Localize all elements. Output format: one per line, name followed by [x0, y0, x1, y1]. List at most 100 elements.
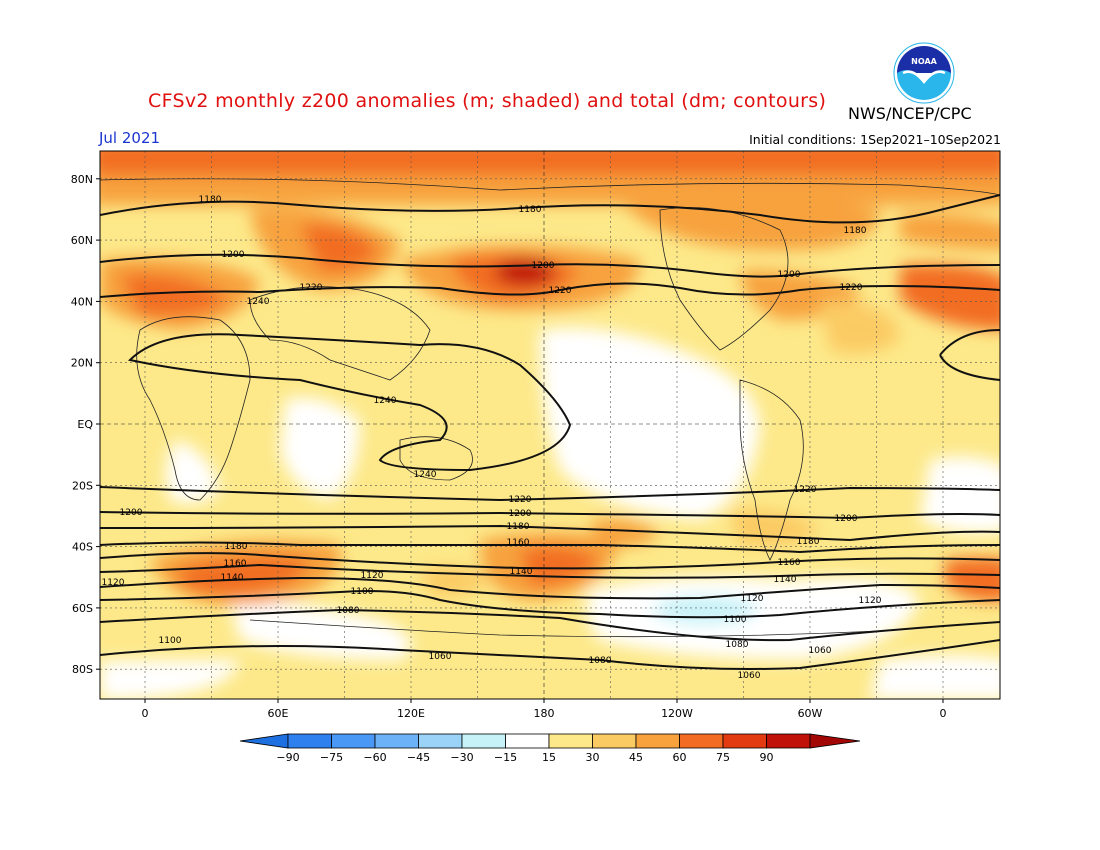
contour-line [100, 194, 1000, 224]
contour-line [939, 329, 1000, 381]
contour-line [100, 639, 1000, 670]
colorbar-arrow-right [809, 733, 861, 749]
colorbar-tick: −90 [276, 751, 299, 764]
contour-line [100, 253, 1000, 278]
colorbar-tick: 75 [716, 751, 730, 764]
colorbar-tick: 60 [673, 751, 687, 764]
contour-label: 1080 [337, 606, 360, 616]
contour-line [100, 282, 1000, 298]
contour-label: 1240 [247, 297, 270, 307]
noaa-logo-icon: NOAA [893, 42, 955, 104]
initial-conditions: Initial conditions: 1Sep2021–10Sep2021 [749, 132, 1001, 147]
contour-label: 1060 [738, 671, 761, 681]
lon-label: 60W [798, 707, 823, 720]
contour-label: 1140 [510, 567, 533, 577]
contour-line [100, 563, 1000, 579]
colorbar-segment [418, 733, 463, 749]
lat-label: 40S [72, 541, 93, 554]
contour-label: 1160 [507, 538, 530, 548]
contour-label: 1200 [120, 508, 143, 518]
lon-label: 0 [940, 707, 947, 720]
lon-label: 60E [268, 707, 289, 720]
height-contours [100, 194, 1000, 670]
colorbar-segment [722, 733, 767, 749]
contour-label: 1140 [774, 575, 797, 585]
contour-label: 1220 [549, 286, 572, 296]
contour-label: 1120 [741, 594, 764, 604]
contour-line [100, 486, 1000, 502]
contour-line [100, 511, 1000, 520]
contour-label: 1080 [589, 656, 612, 666]
contour-label: 1240 [374, 396, 397, 406]
colorbar-segment [374, 733, 419, 749]
colorbar-segment [766, 733, 811, 749]
lat-label: 20S [72, 479, 93, 492]
colorbar-segment [505, 733, 550, 749]
contour-label: 1120 [859, 596, 882, 606]
contour-line [100, 524, 1000, 542]
axis-labels: 80N 60N 40N 20N EQ 20S 40S 60S 80S 0 60E 120E 180 120… [71, 173, 947, 720]
lat-label: 40N [71, 295, 93, 308]
contour-label: 1180 [797, 537, 820, 547]
contour-label: 1080 [726, 640, 749, 650]
contour-label: 1220 [840, 283, 863, 293]
contour-line [127, 333, 572, 472]
colorbar-segment [287, 733, 332, 749]
contour-label: 1180 [225, 542, 248, 552]
contour-label: 1200 [835, 514, 858, 524]
contour-label: 1180 [199, 195, 222, 205]
colorbar-tick: −30 [450, 751, 473, 764]
lat-label: 80S [72, 663, 93, 676]
lat-label: 20N [71, 357, 93, 370]
contour-label: 1200 [532, 261, 555, 271]
lat-label: 60N [71, 234, 93, 247]
colorbar-segment [331, 733, 376, 749]
contour-labels: 1180 1180 1180 1200 1200 1200 1220 1220 1220 1240… [102, 195, 882, 681]
contour-label: 1180 [844, 226, 867, 236]
contour-label: 1160 [224, 559, 247, 569]
contour-line [100, 552, 1000, 570]
colorbar-tick: 15 [542, 751, 556, 764]
contour-label: 1120 [102, 578, 125, 588]
contour-line [100, 608, 1000, 642]
agency-label: NWS/NCEP/CPC [848, 104, 972, 123]
colorbar-segment [635, 733, 680, 749]
contour-line [100, 576, 1000, 600]
contour-line [100, 541, 1000, 554]
colorbar-tick: 45 [629, 751, 643, 764]
colorbar-tick: −60 [363, 751, 386, 764]
lat-label: 60S [72, 602, 93, 615]
lon-label: 180 [534, 707, 555, 720]
contour-label: 1220 [509, 495, 532, 505]
colorbar: −90 −75 −60 −45 −30 −15 15 30 45 60 75 90 [239, 733, 861, 764]
contour-label: 1180 [519, 205, 542, 215]
colorbar-segment [461, 733, 506, 749]
contour-label: 1200 [509, 509, 532, 519]
contour-label: 1100 [724, 615, 747, 625]
colorbar-segment [592, 733, 637, 749]
contour-label: 1200 [222, 250, 245, 260]
forecast-month: Jul 2021 [99, 129, 161, 147]
coastlines [100, 178, 1000, 638]
contour-label: 1220 [794, 485, 817, 495]
contour-line [100, 590, 1000, 619]
contour-label: 1100 [159, 636, 182, 646]
map-title: CFSv2 monthly z200 anomalies (m; shaded)… [148, 90, 827, 112]
contour-label: 1100 [351, 587, 374, 597]
lat-label: 80N [71, 173, 93, 186]
logo-text: NOAA [911, 57, 937, 66]
colorbar-tick: −45 [407, 751, 430, 764]
contour-label: 1060 [429, 652, 452, 662]
colorbar-segment [548, 733, 593, 749]
map-frame [99, 150, 1001, 700]
contour-label: 1180 [507, 522, 530, 532]
colorbar-tick: −15 [494, 751, 517, 764]
contour-label: 1060 [809, 646, 832, 656]
contour-label: 1160 [778, 558, 801, 568]
contour-label: 1120 [361, 571, 384, 581]
lat-label: EQ [77, 418, 93, 431]
colorbar-tick: 30 [586, 751, 600, 764]
contour-label: 1240 [414, 470, 437, 480]
grid [100, 151, 1000, 699]
